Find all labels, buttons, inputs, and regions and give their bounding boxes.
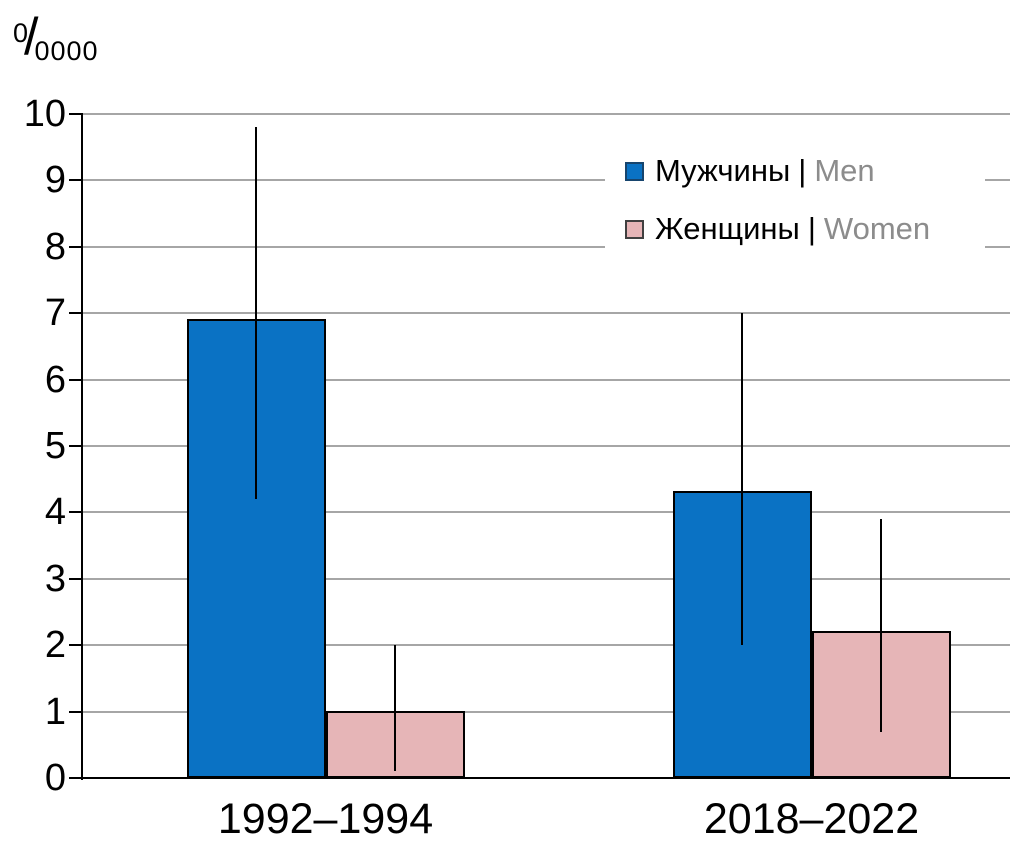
- legend-label-women: Женщины | Women: [655, 211, 930, 247]
- unit-subscript: 0000: [34, 36, 99, 66]
- legend-item-women: Женщины | Women: [625, 208, 930, 250]
- legend-women-en: Women: [823, 211, 931, 246]
- y-tick-label-6: 6: [44, 358, 66, 401]
- y-tick-10: [69, 113, 81, 115]
- gridline-6: [83, 378, 1010, 381]
- x-tick-label-0: 1992–1994: [217, 795, 434, 843]
- x-tick-label-1: 2018–2022: [703, 795, 920, 843]
- y-tick-8: [69, 245, 81, 248]
- y-tick-5: [69, 445, 81, 447]
- y-tick-label-9: 9: [44, 159, 66, 202]
- legend-women-ru: Женщины: [655, 211, 800, 246]
- y-tick-label-7: 7: [44, 292, 66, 335]
- gridline-1: [83, 710, 1010, 713]
- gridline-8: [83, 245, 1010, 248]
- y-tick-label-5: 5: [44, 425, 66, 467]
- error-bar-women-0: [394, 645, 396, 772]
- men-series-swatch-icon: [625, 161, 644, 181]
- y-tick-label-0: 0: [44, 757, 66, 799]
- gridline-4: [83, 511, 1010, 514]
- y-axis-line: [81, 113, 83, 780]
- gridline-10: [83, 113, 1010, 115]
- legend-men-en: Men: [814, 153, 875, 188]
- y-tick-label-3: 3: [44, 557, 66, 600]
- y-tick-7: [69, 312, 81, 315]
- y-tick-label-1: 1: [44, 690, 66, 733]
- legend-women-separator: |: [807, 211, 816, 246]
- legend: Мужчины | Men Женщины | Women: [605, 136, 985, 264]
- y-tick-3: [69, 577, 81, 580]
- gridline-3: [83, 577, 1010, 580]
- y-tick-6: [69, 378, 81, 381]
- error-bar-women-1: [880, 519, 882, 732]
- y-tick-label-8: 8: [44, 225, 66, 268]
- unit-superscript: 0: [13, 18, 29, 48]
- x-axis-line: [81, 777, 1010, 779]
- y-tick-label-4: 4: [44, 491, 66, 534]
- y-tick-label-2: 2: [44, 624, 66, 667]
- gridline-7: [83, 312, 1010, 315]
- y-tick-2: [69, 644, 81, 647]
- women-series-swatch-icon: [625, 219, 644, 239]
- unit-slash: /: [24, 8, 39, 66]
- y-axis-unit-label: 0 / 0000: [13, 8, 99, 66]
- legend-men-ru: Мужчины: [655, 153, 791, 188]
- legend-label-men: Мужчины | Men: [655, 153, 875, 189]
- legend-men-separator: |: [798, 153, 807, 188]
- y-tick-label-10: 10: [23, 93, 66, 135]
- y-tick-1: [69, 710, 81, 713]
- gridline-5: [83, 445, 1010, 447]
- y-tick-9: [69, 179, 81, 182]
- legend-item-men: Мужчины | Men: [625, 150, 875, 192]
- y-tick-0: [69, 777, 81, 779]
- gridline-9: [83, 179, 1010, 182]
- error-bar-men-1: [741, 313, 743, 646]
- y-tick-4: [69, 511, 81, 514]
- error-bar-men-0: [255, 127, 257, 500]
- gridline-2: [83, 644, 1010, 647]
